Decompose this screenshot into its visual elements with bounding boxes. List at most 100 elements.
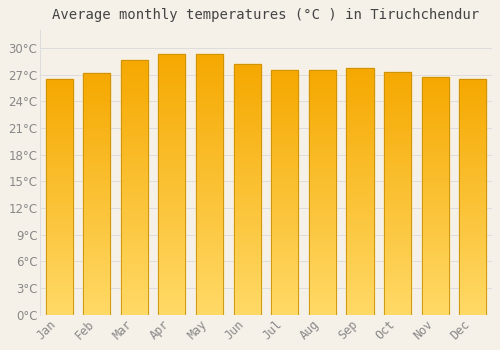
Bar: [309, 210, 336, 212]
Bar: [346, 287, 374, 290]
Bar: [46, 181, 72, 183]
Bar: [460, 256, 486, 258]
Bar: [234, 232, 260, 234]
Bar: [460, 159, 486, 162]
Bar: [422, 303, 449, 305]
Bar: [460, 234, 486, 237]
Bar: [422, 117, 449, 119]
Bar: [46, 291, 72, 293]
Bar: [384, 130, 411, 133]
Bar: [158, 260, 186, 262]
Bar: [422, 217, 449, 219]
Bar: [309, 271, 336, 273]
Bar: [309, 146, 336, 148]
Bar: [158, 252, 186, 254]
Bar: [422, 181, 449, 184]
Bar: [83, 254, 110, 257]
Bar: [46, 145, 72, 147]
Bar: [158, 202, 186, 205]
Bar: [460, 79, 486, 82]
Bar: [46, 100, 72, 103]
Bar: [234, 64, 260, 67]
Bar: [460, 214, 486, 216]
Bar: [234, 92, 260, 94]
Bar: [460, 286, 486, 289]
Bar: [158, 220, 186, 223]
Bar: [234, 312, 260, 315]
Bar: [158, 229, 186, 231]
Bar: [460, 79, 486, 315]
Bar: [422, 234, 449, 236]
Bar: [46, 178, 72, 181]
Bar: [158, 147, 186, 150]
Bar: [46, 190, 72, 192]
Bar: [346, 95, 374, 97]
Bar: [234, 304, 260, 307]
Bar: [46, 223, 72, 225]
Bar: [196, 195, 223, 197]
Bar: [271, 85, 298, 88]
Bar: [120, 126, 148, 128]
Bar: [196, 296, 223, 299]
Bar: [234, 265, 260, 267]
Bar: [460, 225, 486, 228]
Bar: [158, 163, 186, 166]
Bar: [271, 119, 298, 122]
Bar: [271, 136, 298, 139]
Bar: [460, 284, 486, 286]
Bar: [83, 305, 110, 307]
Bar: [234, 227, 260, 230]
Bar: [120, 233, 148, 236]
Bar: [158, 312, 186, 315]
Bar: [309, 102, 336, 105]
Bar: [309, 288, 336, 290]
Bar: [158, 93, 186, 95]
Bar: [158, 291, 186, 294]
Bar: [309, 175, 336, 178]
Bar: [234, 252, 260, 254]
Bar: [46, 157, 72, 159]
Bar: [196, 172, 223, 174]
Bar: [271, 295, 298, 298]
Bar: [422, 103, 449, 105]
Bar: [271, 224, 298, 227]
Bar: [384, 234, 411, 237]
Bar: [120, 289, 148, 292]
Bar: [271, 246, 298, 248]
Bar: [120, 261, 148, 264]
Bar: [83, 235, 110, 237]
Bar: [384, 307, 411, 310]
Bar: [196, 119, 223, 122]
Bar: [196, 83, 223, 86]
Bar: [309, 170, 336, 173]
Bar: [158, 176, 186, 179]
Bar: [271, 305, 298, 307]
Bar: [346, 218, 374, 221]
Bar: [384, 92, 411, 94]
Bar: [196, 99, 223, 101]
Bar: [384, 198, 411, 201]
Bar: [234, 262, 260, 265]
Bar: [46, 126, 72, 129]
Bar: [309, 83, 336, 85]
Bar: [83, 191, 110, 194]
Bar: [120, 246, 148, 248]
Bar: [120, 139, 148, 141]
Bar: [346, 184, 374, 186]
Bar: [83, 302, 110, 305]
Bar: [346, 302, 374, 305]
Bar: [384, 82, 411, 84]
Bar: [234, 287, 260, 289]
Bar: [83, 83, 110, 85]
Bar: [422, 310, 449, 312]
Bar: [271, 210, 298, 212]
Bar: [196, 73, 223, 75]
Bar: [234, 102, 260, 104]
Bar: [196, 54, 223, 315]
Bar: [83, 281, 110, 283]
Bar: [346, 268, 374, 270]
Bar: [158, 218, 186, 220]
Bar: [196, 229, 223, 231]
Bar: [271, 146, 298, 148]
Bar: [384, 300, 411, 302]
